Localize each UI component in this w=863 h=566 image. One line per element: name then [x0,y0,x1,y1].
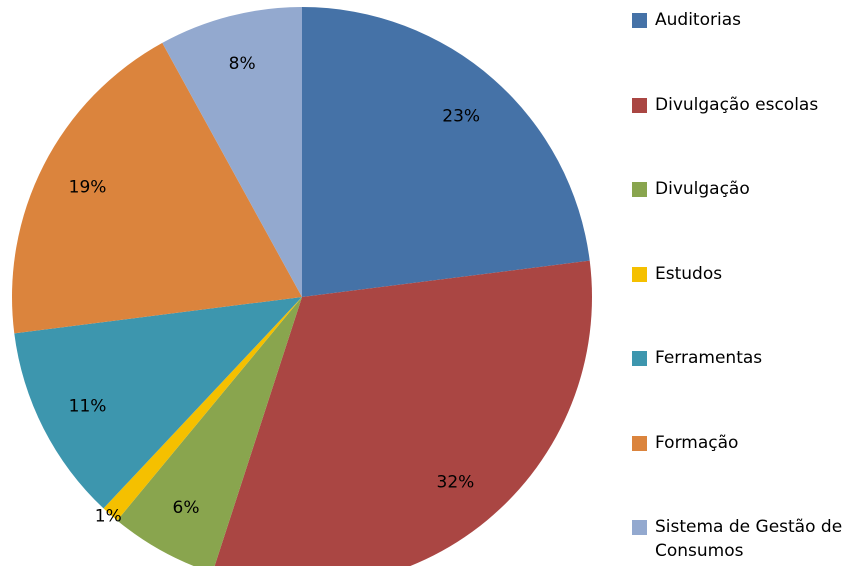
legend-swatch [632,182,647,197]
legend-label: Ferramentas [655,348,763,368]
legend-label: Auditorias [655,10,741,30]
legend-label: Formação [655,432,739,453]
pie-slice [162,7,302,297]
legend-label: Divulgação escolas [655,94,819,115]
data-label: 8% [229,54,256,74]
pie-slice [11,42,302,334]
legend-swatch [632,266,647,282]
pie-slice [302,7,590,297]
data-label: 23% [442,106,480,126]
data-label: 1% [95,507,122,527]
pie-slice [103,297,302,521]
data-label: 19% [69,178,107,198]
legend-swatch [632,435,647,451]
pie-area: 23% 32% 6% 1% 11% 19% 8% [11,7,592,566]
legend-label: Divulgação [655,179,750,199]
data-label: 32% [437,472,475,492]
legend-item: Formação [632,431,860,455]
pie-slice [14,297,302,509]
legend-swatch [632,97,647,113]
legend-item: Estudos [632,262,860,286]
data-label: 11% [69,396,107,416]
legend-swatch [632,520,647,535]
legend-item: Sistema de Gestão de Consumos [632,515,860,563]
legend-item: Divulgação [632,177,860,201]
legend-item: Divulgação escolas [632,93,860,117]
legend-item: Ferramentas [632,346,860,370]
legend-swatch [632,351,647,366]
legend-label: Sistema de Gestão de Consumos [655,517,843,561]
legend-swatch [632,13,647,28]
pie-slice [117,297,302,566]
data-label: 6% [173,498,200,518]
legend-item: Auditorias [632,8,860,32]
pie-slice [214,260,592,566]
legend-label: Estudos [655,263,723,284]
